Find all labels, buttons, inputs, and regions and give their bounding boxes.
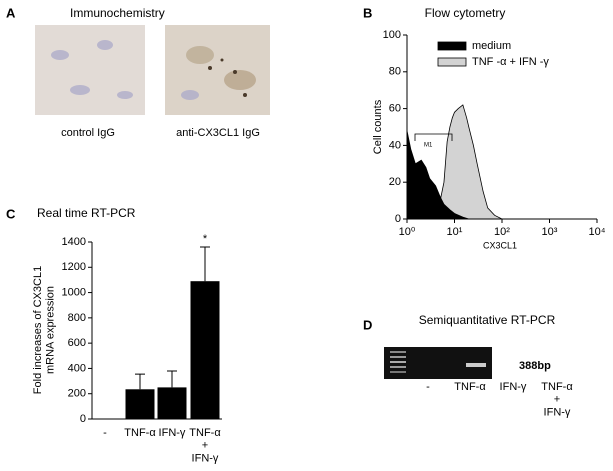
gel <box>384 347 492 379</box>
marker-label: M1 <box>424 143 433 149</box>
band-label: 388bp <box>519 360 551 372</box>
y-tick-label: 60 <box>389 103 401 115</box>
y-tick-label: 800 <box>68 312 86 324</box>
panel-letter: B <box>363 5 372 20</box>
x-tick-label: 10¹ <box>447 226 463 238</box>
y-axis-label: Cell counts <box>372 99 384 154</box>
x-tick-label: - <box>103 427 107 439</box>
x-tick-label: 10⁰ <box>399 226 416 238</box>
bar <box>190 281 220 419</box>
panel-letter: A <box>6 5 16 20</box>
y-tick-label: 400 <box>68 362 86 374</box>
y-tick-label: 600 <box>68 337 86 349</box>
legend-swatch <box>437 41 467 51</box>
legend-swatch <box>437 57 467 67</box>
y-tick-label: 1400 <box>62 236 86 248</box>
histogram-area <box>406 130 469 220</box>
micrograph <box>35 25 145 115</box>
lane-label: - <box>426 381 430 393</box>
lane-label: TNF-α + IFN-γ <box>541 381 573 418</box>
y-axis-label: Fold increases of CX3CL1mRNA expression <box>32 266 57 394</box>
panel-title: Immunochemistry <box>70 6 165 20</box>
legend-label: TNF -α + IFN -γ <box>472 56 549 68</box>
lane-label: IFN-γ <box>500 381 527 393</box>
panel-title: Semiquantitative RT-PCR <box>419 313 556 327</box>
panel-title: Flow cytometry <box>425 6 506 20</box>
error-bar <box>135 373 145 390</box>
x-axis-label: CX3CL1 <box>483 240 517 250</box>
x-tick-label: 10⁴ <box>589 226 606 238</box>
panel-title: Real time RT-PCR <box>37 206 136 220</box>
y-tick-label: 20 <box>389 176 401 188</box>
marker-bracket <box>414 133 453 141</box>
y-tick-label: 0 <box>395 213 401 225</box>
x-tick-label: 10² <box>494 226 510 238</box>
y-tick-label: 1200 <box>62 261 86 273</box>
y-tick-label: 1000 <box>62 286 86 298</box>
micrograph <box>165 25 270 115</box>
y-tick-label: 200 <box>68 388 86 400</box>
caption: anti-CX3CL1 IgG <box>176 127 260 139</box>
x-tick-label: 10³ <box>542 226 558 238</box>
y-tick-label: 80 <box>389 66 401 78</box>
x-tick-label: TNF-α <box>124 427 156 439</box>
y-tick-label: 40 <box>389 139 401 151</box>
error-bar <box>200 246 210 282</box>
error-bar <box>167 370 177 388</box>
x-tick-label: TNF-α + IFN-γ <box>189 427 221 464</box>
bar <box>125 389 155 419</box>
panel-letter: C <box>6 206 16 221</box>
caption: control IgG <box>61 127 115 139</box>
y-tick-label: 100 <box>383 29 401 41</box>
lane-label: TNF-α <box>454 381 486 393</box>
y-tick-label: 0 <box>80 413 86 425</box>
annotation: * <box>203 233 208 245</box>
panel-letter: D <box>363 317 372 332</box>
bar <box>157 387 187 419</box>
legend-label: medium <box>472 40 511 52</box>
x-tick-label: IFN-γ <box>159 427 186 439</box>
